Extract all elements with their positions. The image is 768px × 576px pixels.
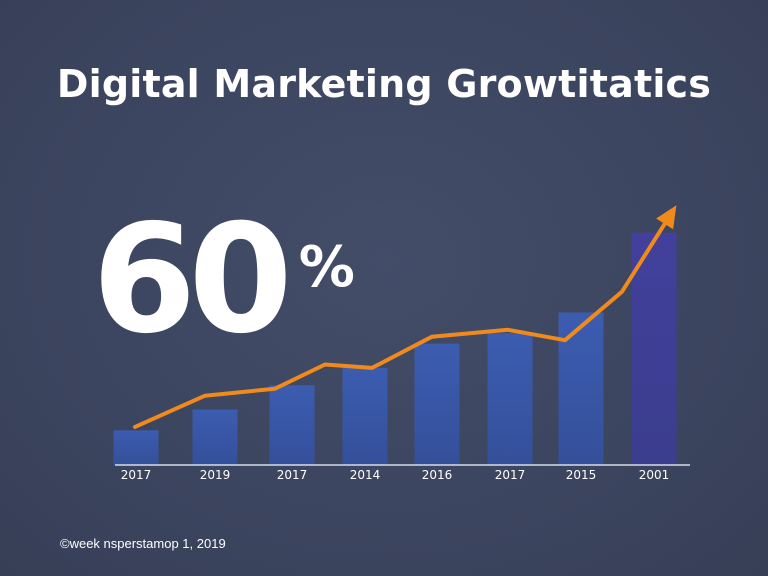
- x-tick-label: 2017: [121, 468, 152, 482]
- x-tick-label: 2014: [350, 468, 381, 482]
- bar-4: [414, 343, 460, 465]
- bar-0: [113, 430, 159, 465]
- trend-line: [133, 213, 672, 429]
- bar-3: [342, 367, 388, 465]
- x-tick-label: 2016: [422, 468, 453, 482]
- bar-5: [487, 333, 533, 465]
- x-tick-label: 2017: [495, 468, 526, 482]
- trend-arrow-head: [656, 205, 677, 230]
- x-tick-label: 2015: [566, 468, 597, 482]
- bar-6: [558, 312, 604, 465]
- highlight-stat-unit: %: [298, 235, 355, 300]
- x-tick-label: 2019: [200, 468, 231, 482]
- x-tick-label: 2017: [277, 468, 308, 482]
- bar-7: [631, 232, 677, 465]
- highlight-stat: 60 %: [92, 190, 355, 370]
- chart-title: Digital Marketing Growtitatics: [56, 62, 712, 106]
- copyright-footer: ©week nsperstamop 1, 2019: [60, 536, 226, 551]
- highlight-stat-number: 60: [92, 193, 293, 367]
- bar-1: [192, 409, 238, 465]
- bar-2: [269, 385, 315, 465]
- x-tick-label: 2001: [639, 468, 670, 482]
